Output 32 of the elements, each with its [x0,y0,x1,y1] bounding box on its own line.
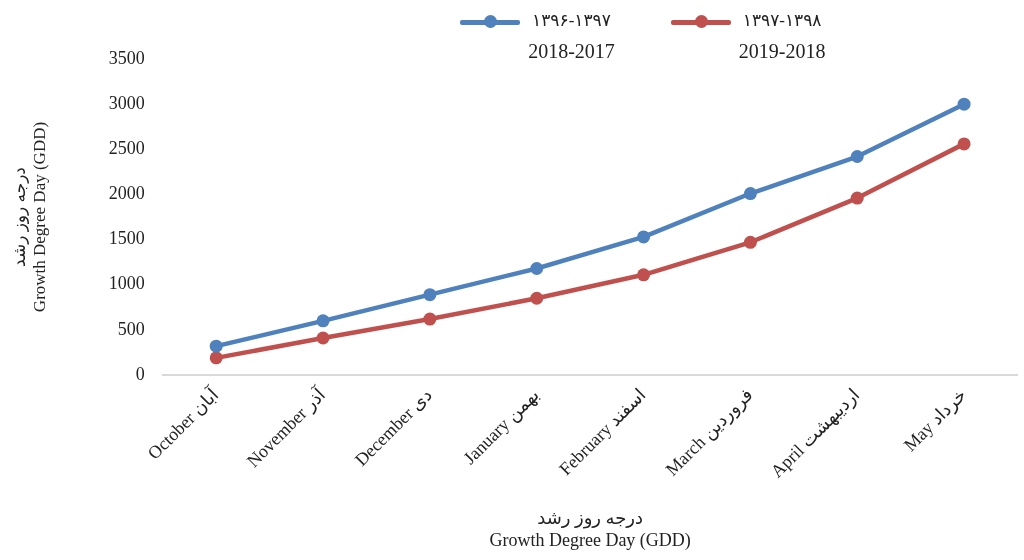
x-tick-label: October آبان [142,382,224,464]
x-tick-label: March فروردین [661,384,758,481]
point [209,339,223,353]
x-tick-label: January بهمن [459,384,544,469]
point [850,191,864,205]
x-tick-label: April اردیبهشت [766,384,865,483]
point [423,312,437,326]
point [957,97,971,111]
point [423,288,437,302]
point [743,187,757,201]
y-tick-label: 2000 [108,183,145,204]
y-tick-label: 0 [135,363,145,384]
y-tick-label: 1000 [108,273,145,294]
x-tick-label: February اسفند [555,384,650,480]
y-tick-label: 2500 [108,138,145,159]
x-tick-label: May خرداد [899,384,971,456]
point [530,261,544,275]
point [316,331,330,345]
point [209,351,223,365]
point [957,137,971,151]
point [316,314,330,328]
x-tick-label: December دی [350,384,437,470]
y-tick-label: 1500 [108,228,145,249]
point [530,291,544,305]
point [637,268,651,282]
y-tick-label: 500 [117,318,145,339]
y-tick-label: 3500 [108,47,145,68]
point [743,235,757,249]
y-tick-label: 3000 [108,92,145,113]
point [850,150,864,164]
point [637,230,651,244]
x-tick-label: November آذر [241,382,330,472]
